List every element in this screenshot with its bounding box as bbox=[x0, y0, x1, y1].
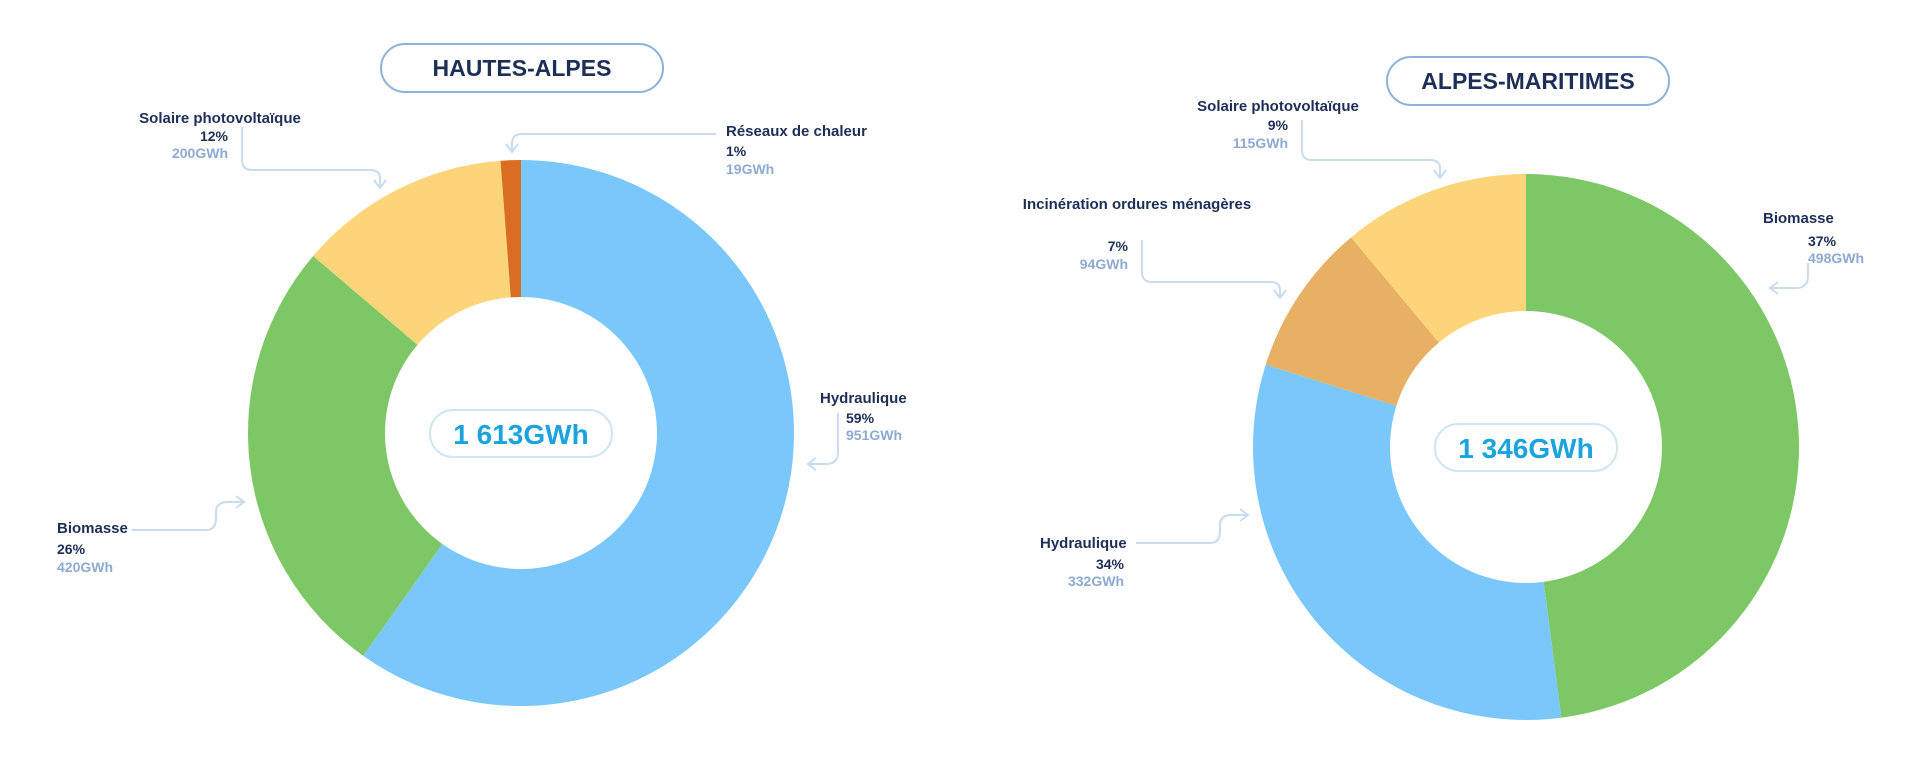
slice-label-name: Biomasse bbox=[1763, 210, 1834, 227]
donut-slice-r-seaux-de-chaleur bbox=[500, 160, 521, 298]
leader-line bbox=[241, 127, 381, 186]
slice-label-name: Solaire photovoltaïque bbox=[139, 110, 301, 127]
donut-slice-solaire-photovolta-que bbox=[313, 160, 511, 345]
leader-arrow bbox=[1768, 281, 1779, 295]
slice-label-pct: 59% bbox=[846, 410, 875, 426]
chart-title: ALPES-MARITIMES bbox=[1421, 68, 1634, 94]
chart-alpes-maritimes: ALPES-MARITIMES 1 346GWh Solaire photovo… bbox=[1023, 56, 1864, 720]
slice-label-name: Incinération ordures ménagères bbox=[1023, 196, 1251, 213]
donut-slice-solaire-photovolta-que bbox=[1351, 174, 1526, 343]
slice-label-gwh: 420GWh bbox=[57, 559, 113, 575]
slice-label-gwh: 19GWh bbox=[726, 161, 774, 177]
slice-label-pct: 26% bbox=[57, 541, 86, 557]
leader-line bbox=[132, 501, 242, 531]
donut-slice-biomasse bbox=[248, 256, 443, 656]
leader-line bbox=[1141, 240, 1281, 296]
leader-arrow bbox=[1273, 289, 1287, 300]
slice-label-gwh: 332GWh bbox=[1068, 573, 1124, 589]
total-pill bbox=[1434, 423, 1618, 472]
slice-label-name: Hydraulique bbox=[1040, 535, 1127, 552]
slice-label-pct: 1% bbox=[726, 143, 747, 159]
slice-label-pct: 34% bbox=[1096, 556, 1125, 572]
leader-arrow bbox=[1239, 508, 1250, 522]
leader-arrow bbox=[1433, 169, 1447, 180]
slice-label-pct: 37% bbox=[1808, 233, 1837, 249]
leader-line bbox=[511, 133, 716, 150]
slice-label-pct: 9% bbox=[1268, 117, 1289, 133]
slice-label-gwh: 115GWh bbox=[1233, 135, 1288, 151]
slice-label-name: Solaire photovoltaïque bbox=[1197, 98, 1359, 115]
total-value: 1 613GWh bbox=[453, 419, 588, 450]
slice-label-gwh: 498GWh bbox=[1808, 250, 1864, 266]
title-pill bbox=[380, 43, 664, 93]
total-pill bbox=[429, 409, 613, 458]
leader-line bbox=[1770, 263, 1809, 289]
leader-line bbox=[1136, 514, 1246, 544]
slice-label-name: Réseaux de chaleur bbox=[726, 123, 867, 140]
donut-slices-alpes-maritimes bbox=[1253, 174, 1799, 720]
slice-label-pct: 12% bbox=[200, 128, 229, 144]
donut-slice-hydraulique bbox=[1253, 364, 1562, 720]
donut-slice-biomasse bbox=[1526, 174, 1799, 718]
leader-line bbox=[808, 413, 839, 465]
slice-label-name: Biomasse bbox=[57, 520, 128, 537]
donut-slices-hautes-alpes bbox=[248, 160, 794, 706]
slice-label-gwh: 951GWh bbox=[846, 427, 902, 443]
slice-label-gwh: 200GWh bbox=[172, 145, 228, 161]
slice-label-pct: 7% bbox=[1108, 238, 1129, 254]
title-pill bbox=[1386, 56, 1670, 106]
slice-label-name: Hydraulique bbox=[820, 390, 907, 407]
leader-arrow bbox=[235, 495, 246, 509]
leader-line bbox=[1301, 120, 1441, 176]
chart-title: HAUTES-ALPES bbox=[433, 55, 612, 81]
total-value: 1 346GWh bbox=[1458, 433, 1593, 464]
chart-hautes-alpes: HAUTES-ALPES 1 613GWh Solaire photovolta… bbox=[57, 43, 907, 706]
leader-arrow bbox=[373, 179, 387, 190]
donut-slice-hydraulique bbox=[363, 160, 794, 706]
leader-arrow bbox=[806, 457, 817, 471]
leader-arrow bbox=[505, 143, 519, 154]
donut-slice-incin-ration-ordures-m-nag-res bbox=[1265, 237, 1439, 406]
slice-label-gwh: 94GWh bbox=[1080, 256, 1128, 272]
